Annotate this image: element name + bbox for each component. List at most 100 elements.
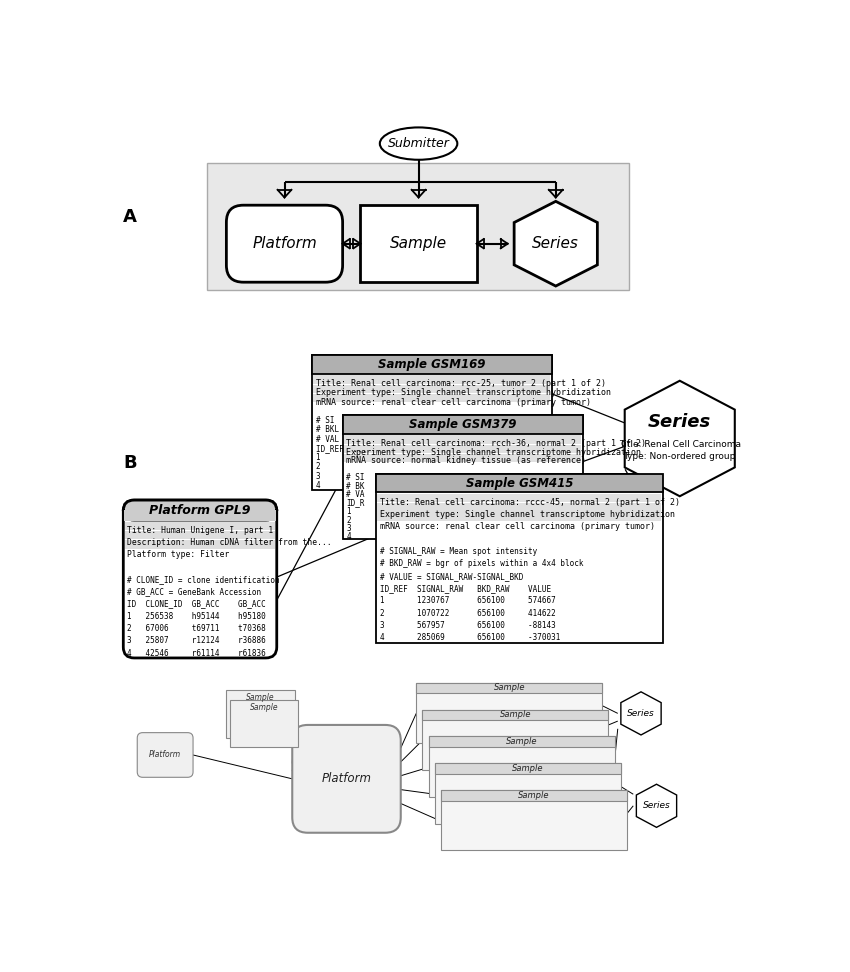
Text: 3       567957       656100     -88143: 3 567957 656100 -88143 (380, 621, 556, 630)
Bar (230, 700, 298, 747)
Bar (441, 790, 627, 801)
Text: Sample: Sample (390, 236, 447, 251)
Bar (344, 435, 581, 444)
Text: # CLONE_ID = clone identification: # CLONE_ID = clone identification (128, 574, 280, 584)
Bar (313, 385, 550, 393)
Text: 1   256538    h95144    h95180: 1 256538 h95144 h95180 (128, 611, 266, 621)
Text: 1: 1 (347, 507, 351, 516)
Bar (428, 737, 615, 747)
Text: Sample: Sample (246, 693, 275, 703)
Text: Sample: Sample (250, 703, 279, 712)
Text: 2: 2 (315, 463, 320, 471)
Bar (125, 540, 275, 548)
Ellipse shape (380, 127, 457, 159)
Text: Title: Renal cell carcinoma: rccc-45, normal 2 (part 1 of 2): Title: Renal cell carcinoma: rccc-45, no… (380, 498, 680, 506)
Text: Platform type: Filter: Platform type: Filter (128, 550, 230, 559)
FancyBboxPatch shape (123, 501, 277, 520)
Text: # SIGNAL_RAW = Mean spot intensity: # SIGNAL_RAW = Mean spot intensity (380, 547, 537, 556)
Text: ID_REF  SIGNAL_RAW   BKD_RAW    VALUE: ID_REF SIGNAL_RAW BKD_RAW VALUE (380, 584, 551, 593)
Bar (422, 710, 609, 770)
Text: Series: Series (648, 412, 711, 431)
Text: ID  CLONE_ID  GB_ACC    GB_ACC: ID CLONE_ID GB_ACC GB_ACC (128, 600, 266, 608)
Bar (376, 474, 663, 643)
Text: Description: Human cDNA filter from the...: Description: Human cDNA filter from the.… (128, 538, 332, 547)
Bar (376, 474, 663, 493)
Bar (312, 356, 552, 374)
Text: Sample: Sample (494, 683, 525, 692)
Text: Platform: Platform (321, 773, 371, 785)
Text: # BK: # BK (347, 481, 365, 491)
FancyBboxPatch shape (292, 725, 400, 833)
Bar (435, 763, 620, 775)
Bar (312, 356, 552, 490)
Text: Experiment type: Single channel transcriptome hybridization: Experiment type: Single channel transcri… (380, 510, 675, 519)
Text: Sample GSM169: Sample GSM169 (378, 358, 485, 371)
Bar (435, 763, 620, 823)
Bar (226, 690, 295, 738)
Text: 4: 4 (347, 533, 351, 541)
Text: # SI: # SI (347, 473, 365, 482)
Bar (416, 682, 603, 743)
Polygon shape (637, 784, 677, 827)
Text: # VALUE = SIGNAL_RAW-SIGNAL_BKD: # VALUE = SIGNAL_RAW-SIGNAL_BKD (380, 572, 524, 580)
Text: # SI: # SI (315, 416, 334, 425)
Text: 2       1070722      656100     414622: 2 1070722 656100 414622 (380, 608, 556, 617)
FancyBboxPatch shape (137, 733, 193, 778)
Text: Title: Renal cell carcinoma: rcch-36, normal 2 (part 1 of 2): Title: Renal cell carcinoma: rcch-36, no… (347, 439, 647, 448)
Polygon shape (514, 201, 598, 286)
Text: mRNA source: normal kidney tissue (as reference): mRNA source: normal kidney tissue (as re… (347, 456, 586, 466)
Text: Platform: Platform (252, 236, 317, 251)
Text: Series: Series (532, 236, 579, 251)
Bar (377, 494, 661, 503)
Text: Title: Human Unigene I, part 1: Title: Human Unigene I, part 1 (128, 526, 274, 535)
Text: B: B (123, 454, 137, 472)
Bar (207, 163, 629, 290)
Text: 4       285069       656100     -370031: 4 285069 656100 -370031 (380, 634, 560, 642)
Text: Sample: Sample (518, 791, 550, 800)
Bar (313, 394, 550, 402)
Bar (377, 503, 661, 511)
Text: ID_REF  ...: ID_REF ... (315, 444, 366, 453)
Bar (428, 737, 615, 796)
Text: # BKD_RAW = bgr of pixels within a 4x4 block: # BKD_RAW = bgr of pixels within a 4x4 b… (380, 560, 583, 569)
Text: Series: Series (643, 801, 671, 811)
Bar (416, 682, 603, 693)
Text: # BKL: # BKL (315, 426, 338, 434)
Bar (422, 710, 609, 720)
Bar (360, 205, 477, 282)
Bar (344, 454, 581, 463)
Bar (343, 415, 583, 434)
Text: ID_R: ID_R (347, 499, 365, 507)
Text: Platform: Platform (149, 750, 181, 759)
Text: 3: 3 (315, 471, 320, 480)
Bar (125, 531, 275, 539)
Text: Type: Non-ordered group: Type: Non-ordered group (624, 453, 736, 462)
Bar (124, 510, 276, 521)
Text: # VA: # VA (347, 490, 365, 499)
Text: 3: 3 (347, 524, 351, 533)
Text: Submitter: Submitter (388, 137, 450, 150)
Text: Series: Series (627, 709, 654, 718)
Text: 2: 2 (347, 515, 351, 525)
Text: mRNA source: renal clear cell carcinoma (primary tumor): mRNA source: renal clear cell carcinoma … (380, 522, 654, 532)
Bar (441, 790, 627, 850)
Text: Experiment type: Single channel transcriptome hybridization: Experiment type: Single channel transcri… (347, 448, 642, 457)
Bar (125, 522, 275, 530)
FancyBboxPatch shape (226, 205, 343, 282)
Text: 1: 1 (315, 453, 320, 462)
Text: Sample GSM415: Sample GSM415 (466, 476, 573, 490)
Text: 3   25807     r12124    r36886: 3 25807 r12124 r36886 (128, 637, 266, 645)
Text: Sample: Sample (512, 764, 544, 774)
Text: # VAL: # VAL (315, 434, 338, 443)
Text: 1       1230767      656100     574667: 1 1230767 656100 574667 (380, 597, 556, 606)
Bar (343, 415, 583, 538)
Text: Platform GPL9: Platform GPL9 (150, 503, 251, 516)
Bar (313, 375, 550, 384)
Text: Experiment type: Single channel transcriptome hybridization: Experiment type: Single channel transcri… (315, 389, 610, 398)
Text: Title: Renal Cell Carcinoma: Title: Renal Cell Carcinoma (619, 440, 740, 449)
Bar (377, 512, 661, 521)
Text: Title: Renal cell carcinoma: rcc-25, tumor 2 (part 1 of 2): Title: Renal cell carcinoma: rcc-25, tum… (315, 379, 605, 388)
Text: Sample GSM379: Sample GSM379 (409, 418, 517, 432)
Text: # GB_ACC = GeneBank Accession: # GB_ACC = GeneBank Accession (128, 587, 261, 596)
Bar (344, 444, 581, 453)
